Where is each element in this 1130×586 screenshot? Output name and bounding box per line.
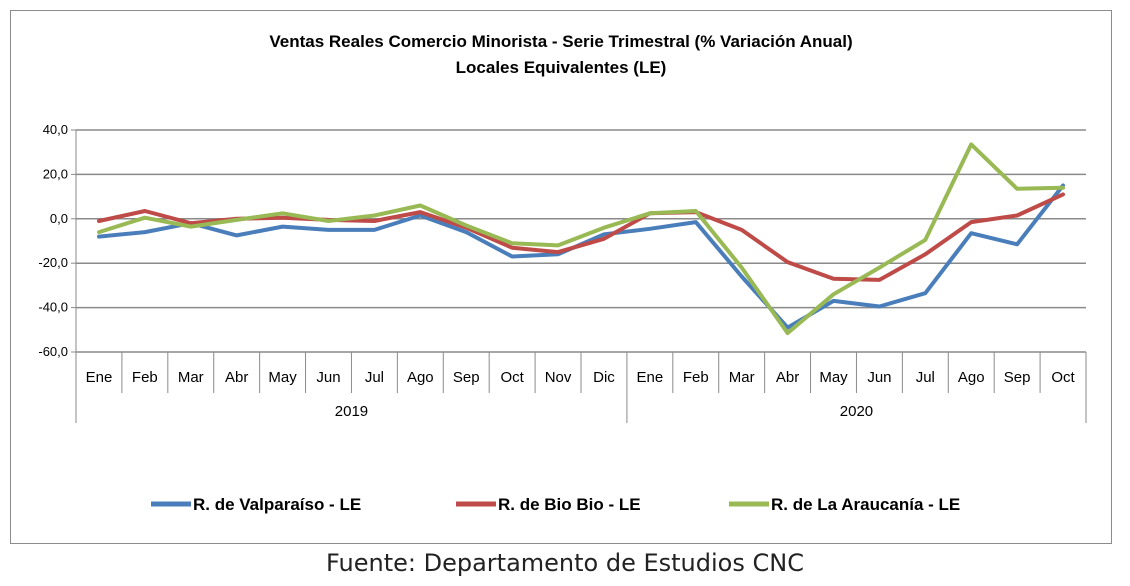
- y-tick-label: 40,0: [43, 122, 68, 137]
- chart-frame: Ventas Reales Comercio Minorista - Serie…: [10, 10, 1112, 544]
- y-tick-label: -60,0: [38, 344, 68, 359]
- x-tick-label: Jul: [365, 369, 384, 386]
- x-tick-label: Oct: [500, 369, 524, 386]
- y-tick-label: 0,0: [50, 211, 68, 226]
- x-tick-label: Mar: [729, 369, 755, 386]
- legend-label: R. de La Araucanía - LE: [771, 495, 960, 514]
- x-tick-label: Jun: [867, 369, 891, 386]
- year-label: 2020: [840, 403, 873, 420]
- y-tick-label: 20,0: [43, 166, 68, 181]
- x-tick-label: Abr: [225, 369, 248, 386]
- y-tick-label: -40,0: [38, 300, 68, 315]
- chart-title: Ventas Reales Comercio Minorista - Serie…: [269, 32, 852, 51]
- x-tick-label: Ago: [958, 369, 985, 386]
- x-tick-label: Ene: [637, 369, 664, 386]
- x-tick-label: Sep: [453, 369, 480, 386]
- x-tick-label: Feb: [683, 369, 709, 386]
- x-tick-label: May: [819, 369, 848, 386]
- x-tick-label: Jun: [316, 369, 340, 386]
- x-tick-label: Ene: [86, 369, 113, 386]
- x-tick-label: Oct: [1051, 369, 1075, 386]
- x-tick-label: Jul: [916, 369, 935, 386]
- legend-label: R. de Valparaíso - LE: [193, 495, 361, 514]
- series-line-3: [97, 142, 1065, 336]
- x-tick-label: Nov: [545, 369, 572, 386]
- line-chart: Ventas Reales Comercio Minorista - Serie…: [38, 32, 1087, 514]
- x-tick-label: Dic: [593, 369, 615, 386]
- y-tick-label: -20,0: [38, 255, 68, 270]
- chart-subtitle: Locales Equivalentes (LE): [456, 58, 667, 77]
- year-label: 2019: [335, 403, 368, 420]
- x-tick-label: Mar: [178, 369, 204, 386]
- x-tick-label: Ago: [407, 369, 434, 386]
- source-note: Fuente: Departamento de Estudios CNC: [326, 549, 804, 577]
- x-tick-label: May: [268, 369, 297, 386]
- x-tick-label: Sep: [1004, 369, 1031, 386]
- legend-label: R. de Bio Bio - LE: [498, 495, 641, 514]
- x-tick-label: Abr: [776, 369, 799, 386]
- x-tick-label: Feb: [132, 369, 158, 386]
